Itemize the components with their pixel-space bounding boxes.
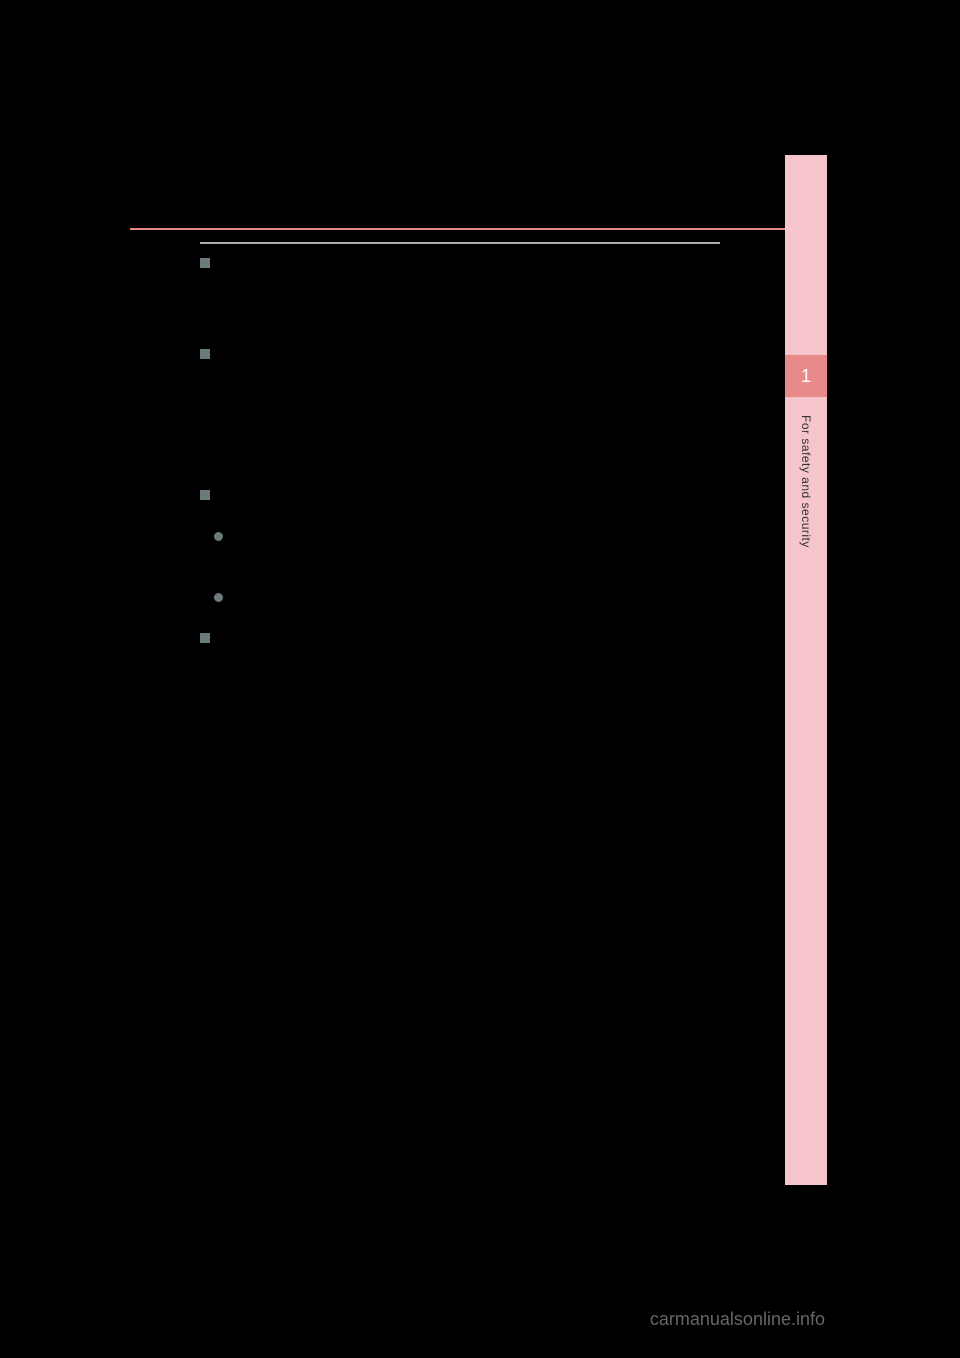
content-area	[200, 255, 720, 651]
gray-divider-line	[200, 242, 720, 244]
circle-bullet-icon	[214, 593, 223, 602]
chapter-title-vertical: For safety and security	[799, 415, 813, 548]
watermark-text: carmanualsonline.info	[650, 1309, 825, 1330]
content-item	[200, 589, 720, 602]
circle-bullet-icon	[214, 532, 223, 541]
square-bullet-icon	[200, 490, 210, 500]
square-bullet-icon	[200, 258, 210, 268]
chapter-sidebar: 1 For safety and security	[785, 155, 827, 1185]
content-item	[200, 487, 720, 500]
square-bullet-icon	[200, 633, 210, 643]
content-item	[200, 255, 720, 268]
content-item	[200, 630, 720, 643]
content-item	[200, 346, 720, 359]
red-divider-line	[130, 228, 786, 230]
chapter-number-tab: 1	[785, 355, 827, 397]
chapter-number: 1	[801, 366, 811, 387]
square-bullet-icon	[200, 349, 210, 359]
content-item	[200, 528, 720, 541]
